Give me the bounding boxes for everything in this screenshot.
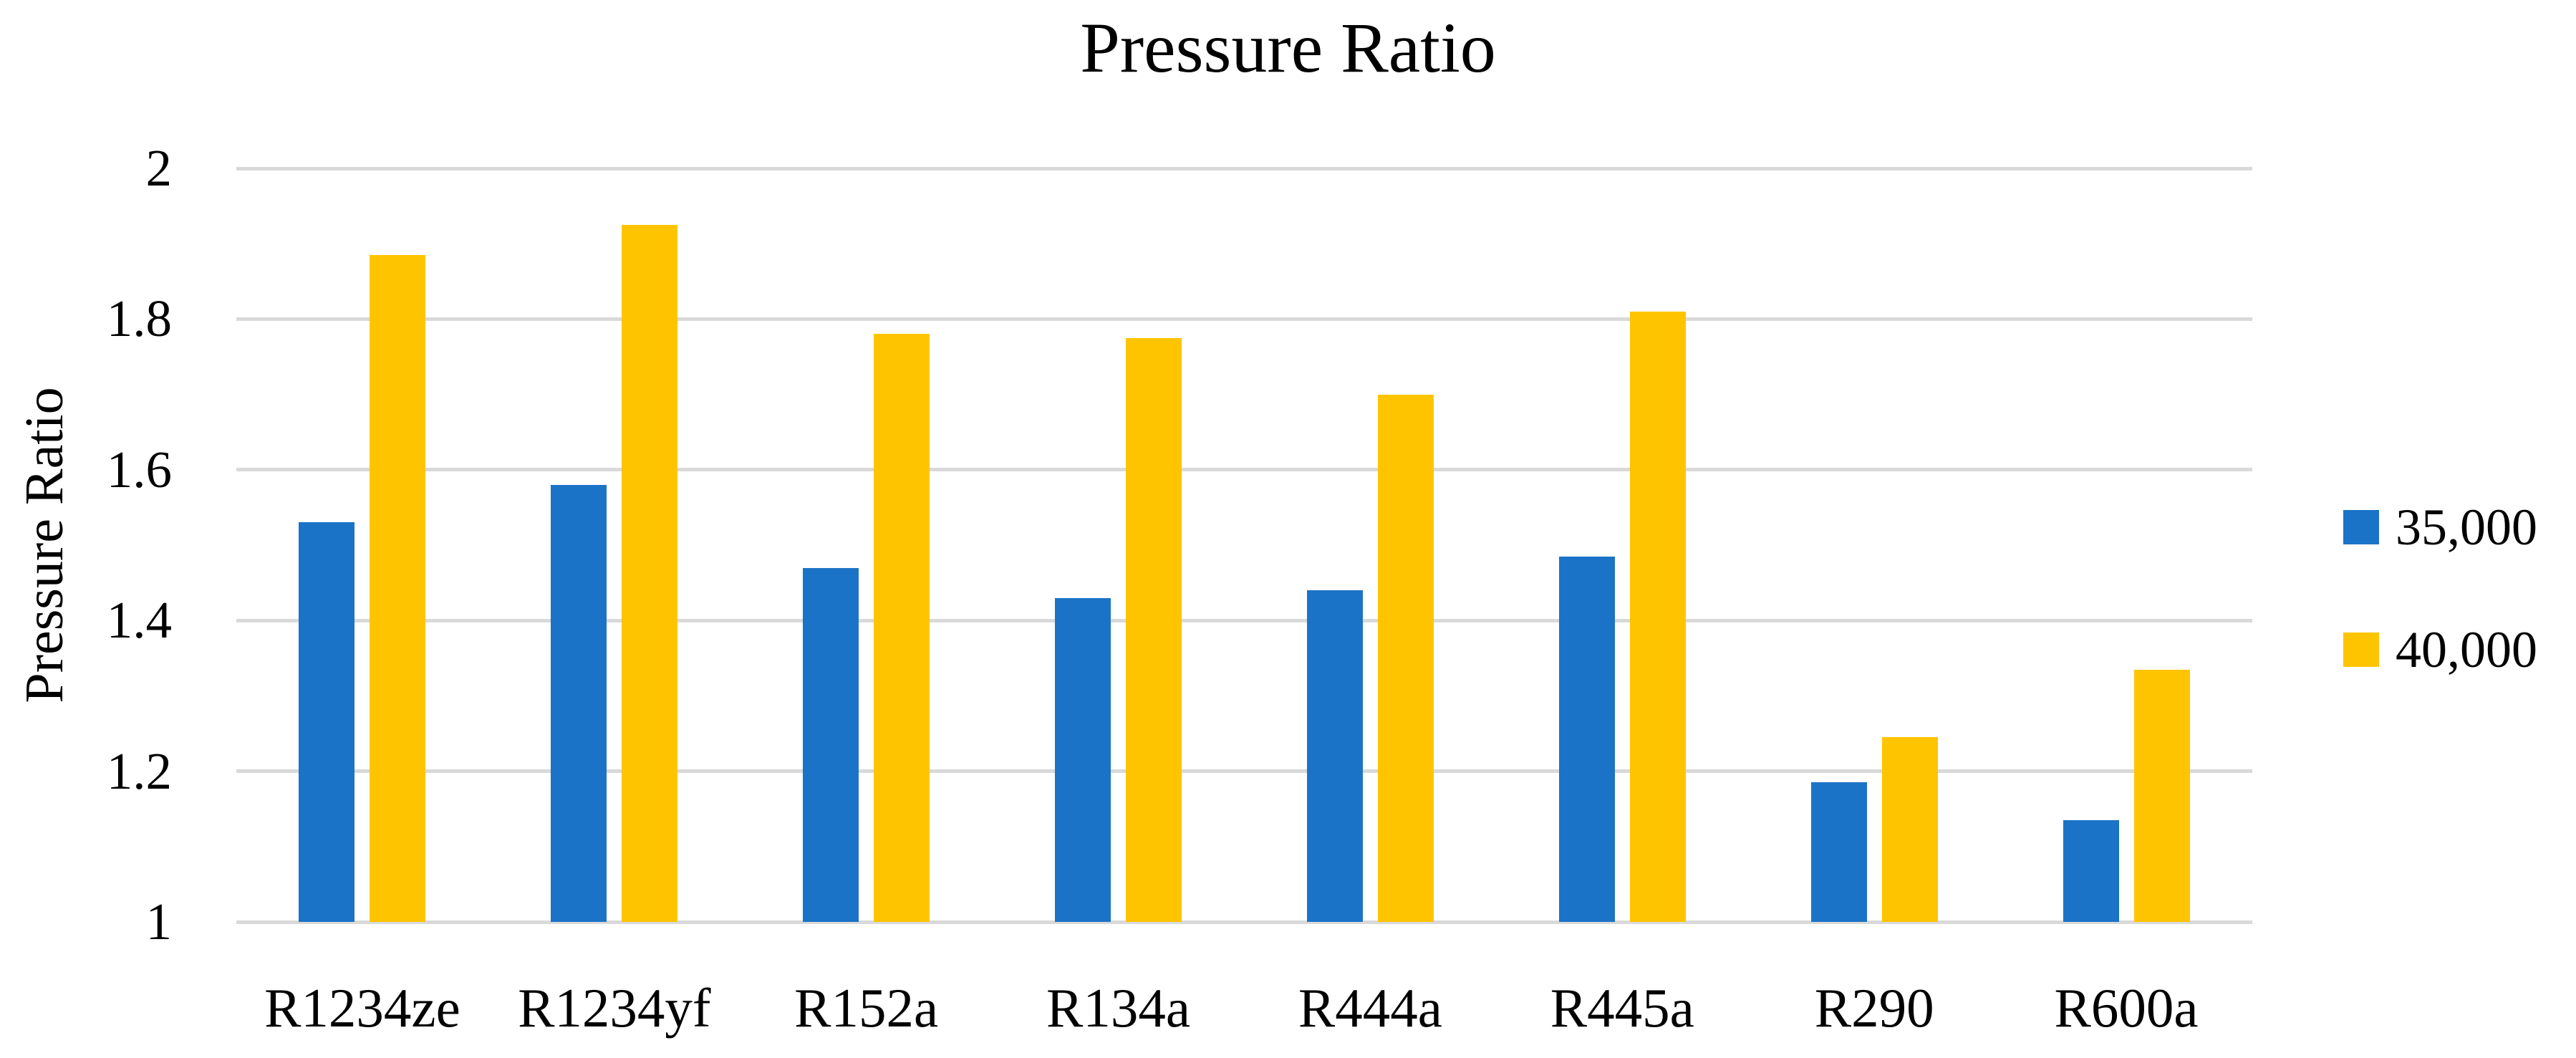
legend-item-40000: 40,000: [2343, 617, 2537, 682]
legend-label: 40,000: [2396, 621, 2537, 678]
bar-35000-r1234ze: [299, 522, 355, 922]
gridline: [236, 468, 2252, 472]
y-tick-label: 1.6: [106, 440, 172, 499]
bar-40000-r152a: [874, 334, 930, 922]
y-tick-label: 2: [145, 139, 173, 197]
bar-40000-r290: [1881, 737, 1938, 922]
y-axis-title: Pressure Ratio: [14, 387, 74, 703]
bar-40000-r600a: [2133, 669, 2190, 922]
bar-40000-r445a: [1629, 311, 1686, 922]
bar-35000-r290: [1810, 782, 1867, 922]
y-tick-label: 1.8: [106, 289, 172, 348]
bar-35000-r152a: [803, 567, 859, 922]
gridline: [236, 166, 2252, 170]
legend-item-35000: 35,000: [2343, 495, 2537, 559]
bar-40000-r444a: [1377, 394, 1434, 922]
bar-35000-r1234yf: [551, 484, 607, 922]
x-axis-line: [236, 920, 2252, 924]
bar-40000-r1234ze: [370, 254, 426, 922]
gridline: [236, 769, 2252, 774]
gridline: [236, 317, 2252, 321]
bar-40000-r1234yf: [622, 224, 678, 922]
legend-label: 35,000: [2396, 499, 2537, 556]
legend-swatch-icon: [2343, 510, 2379, 544]
bar-35000-r444a: [1306, 590, 1363, 922]
chart-title: Pressure Ratio: [1080, 8, 1496, 87]
x-axis-label-r445a: R445a: [1550, 977, 1694, 1039]
y-tick-label: 1.4: [106, 591, 172, 650]
x-axis-label-r134a: R134a: [1046, 977, 1191, 1039]
x-axis-label-r444a: R444a: [1298, 977, 1442, 1039]
bar-40000-r134a: [1126, 337, 1182, 922]
x-axis-label-r1234ze: R1234ze: [264, 977, 460, 1039]
legend-swatch-icon: [2343, 633, 2379, 667]
y-tick-label: 1: [145, 893, 173, 951]
x-axis-label-r1234yf: R1234yf: [518, 977, 711, 1039]
gridline: [236, 618, 2252, 622]
x-axis-label-r290: R290: [1814, 977, 1934, 1039]
x-axis-label-r152a: R152a: [794, 977, 939, 1039]
y-tick-label: 1.2: [106, 741, 172, 800]
x-axis-label-r600a: R600a: [2054, 977, 2199, 1039]
bar-35000-r600a: [2063, 819, 2119, 922]
bar-35000-r445a: [1558, 556, 1615, 922]
bar-35000-r134a: [1055, 597, 1111, 922]
